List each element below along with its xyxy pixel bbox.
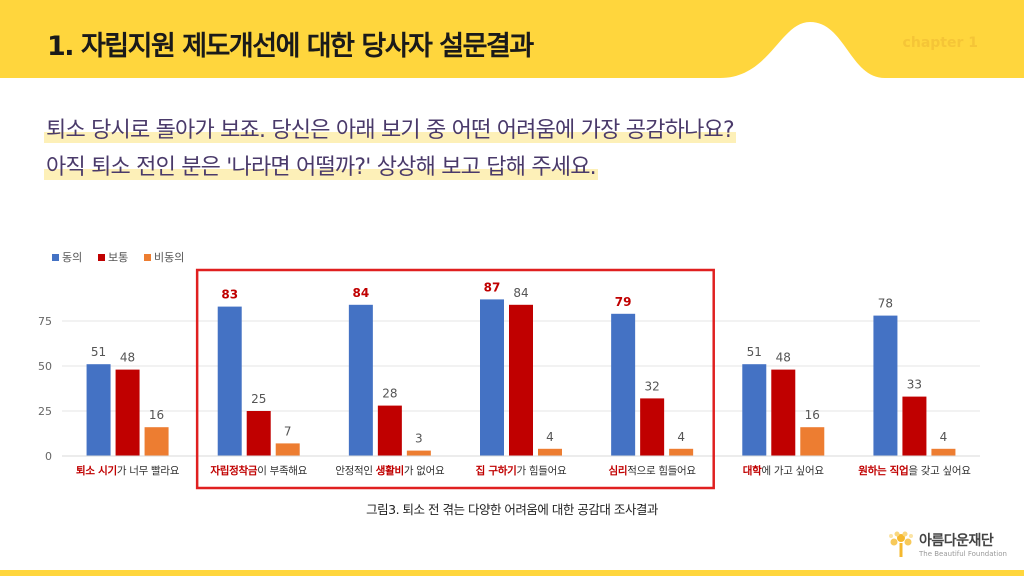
category-label-part: 자립정착금 [210, 464, 257, 477]
bar [275, 443, 300, 456]
data-label: 16 [805, 408, 820, 422]
data-label: 87 [484, 280, 501, 294]
category-label: 퇴소 시기가 너무 빨라요 [76, 464, 180, 477]
bar [246, 411, 271, 456]
bar [144, 427, 169, 456]
survey-question: 퇴소 당시로 돌아가 보죠. 당신은 아래 보기 중 어떤 어려움에 가장 공감… [44, 112, 736, 186]
bar [348, 304, 373, 456]
bar [771, 369, 796, 456]
data-label: 51 [747, 345, 762, 359]
category-label-part: 가 너무 빨라요 [117, 465, 180, 477]
bar [406, 450, 431, 456]
logo-subtitle: The Beautiful Foundation [919, 550, 1007, 558]
data-label: 84 [513, 286, 528, 300]
data-label: 33 [907, 378, 922, 392]
category-label-part: 가 없어요 [404, 464, 445, 477]
category-label-part: 심리 [608, 464, 627, 477]
data-label: 48 [120, 351, 135, 365]
category-label-part: 이 부족해요 [257, 464, 307, 477]
data-label: 28 [382, 387, 397, 401]
data-label: 4 [677, 430, 685, 444]
bar [509, 304, 533, 456]
data-label: 83 [221, 288, 238, 302]
footer-bar [0, 570, 1024, 576]
category-label-part: 가 힘들어요 [516, 465, 566, 477]
data-label: 84 [353, 286, 370, 300]
category-label-part: 을 갖고 싶어요 [908, 465, 971, 477]
data-label: 25 [251, 392, 266, 406]
y-tick-label: 50 [38, 360, 52, 373]
bar [902, 396, 927, 456]
category-label-part: 에 가고 싶어요 [762, 465, 825, 477]
category-label: 자립정착금이 부족해요 [210, 464, 307, 477]
y-tick-label: 75 [38, 315, 52, 328]
data-label: 51 [91, 345, 106, 359]
survey-bar-chart: 0 25 50 75 동의 보통 비동의 51 48 16 퇴소 시기가 너무 빨라요 83 25 7 자립… [38, 251, 980, 490]
bar [538, 448, 562, 456]
header-background [0, 0, 1024, 78]
category-label-part: 집 구하기 [476, 464, 517, 477]
data-label: 16 [149, 408, 164, 422]
y-tick-label: 25 [38, 405, 52, 418]
category-label: 심리적으로 힘들어요 [608, 464, 696, 477]
foundation-logo: 아름다운재단 The Beautiful Foundation [887, 530, 1022, 562]
category-label: 원하는 직업을 갖고 싶어요 [858, 464, 971, 477]
bar [800, 427, 825, 456]
data-label: 4 [940, 430, 948, 444]
bar [115, 369, 140, 456]
legend-swatch [98, 254, 105, 261]
data-label: 79 [615, 295, 632, 309]
header: 1. 자립지원 제도개선에 대한 당사자 설문결과 chapter 1 [0, 0, 1024, 82]
highlight-box [195, 268, 715, 490]
legend-label: 비동의 [154, 251, 184, 264]
bar [217, 306, 242, 456]
category-label: 대학에 가고 싶어요 [743, 464, 825, 477]
bar [742, 364, 767, 456]
legend-swatch [52, 254, 59, 261]
logo-name: 아름다운재단 [919, 533, 994, 549]
bar [86, 364, 111, 456]
bar [611, 313, 636, 456]
data-label: 3 [415, 432, 423, 446]
category-label-part: 안정적인 [335, 465, 375, 477]
data-label: 7 [284, 424, 292, 438]
data-label: 32 [645, 379, 660, 393]
data-label: 48 [776, 351, 791, 365]
data-label: 78 [878, 297, 893, 311]
legend-label: 동의 [62, 251, 82, 264]
category-label: 집 구하기가 힘들어요 [476, 464, 567, 477]
bar [640, 398, 665, 456]
bar [377, 405, 402, 456]
category-label-part: 적으로 힘들어요 [627, 465, 696, 477]
data-label: 4 [546, 430, 554, 444]
tree-logo-icon [889, 531, 913, 557]
figure-caption: 그림3. 퇴소 전 겪는 다양한 어려움에 대한 공감대 조사결과 [366, 502, 658, 517]
chapter-label: chapter 1 [902, 35, 978, 51]
category-label-part: 퇴소 시기 [76, 464, 117, 477]
bar [931, 448, 956, 456]
legend-label: 보통 [108, 251, 128, 264]
category-label: 안정적인 생활비가 없어요 [335, 464, 445, 477]
bar [669, 448, 694, 456]
question-line-2: 아직 퇴소 전인 분은 '나라면 어떨까?' 상상해 보고 답해 주세요. [44, 155, 598, 180]
question-line-1: 퇴소 당시로 돌아가 보죠. 당신은 아래 보기 중 어떤 어려움에 가장 공감… [44, 118, 736, 143]
y-tick-label: 0 [45, 450, 52, 463]
category-label-part: 원하는 직업 [858, 464, 908, 477]
bar [480, 299, 504, 456]
category-label-part: 대학 [743, 464, 762, 477]
category-label-part: 생활비 [376, 464, 404, 477]
legend-swatch [144, 254, 151, 261]
page-title: 1. 자립지원 제도개선에 대한 당사자 설문결과 [47, 31, 534, 62]
bar [873, 315, 898, 456]
